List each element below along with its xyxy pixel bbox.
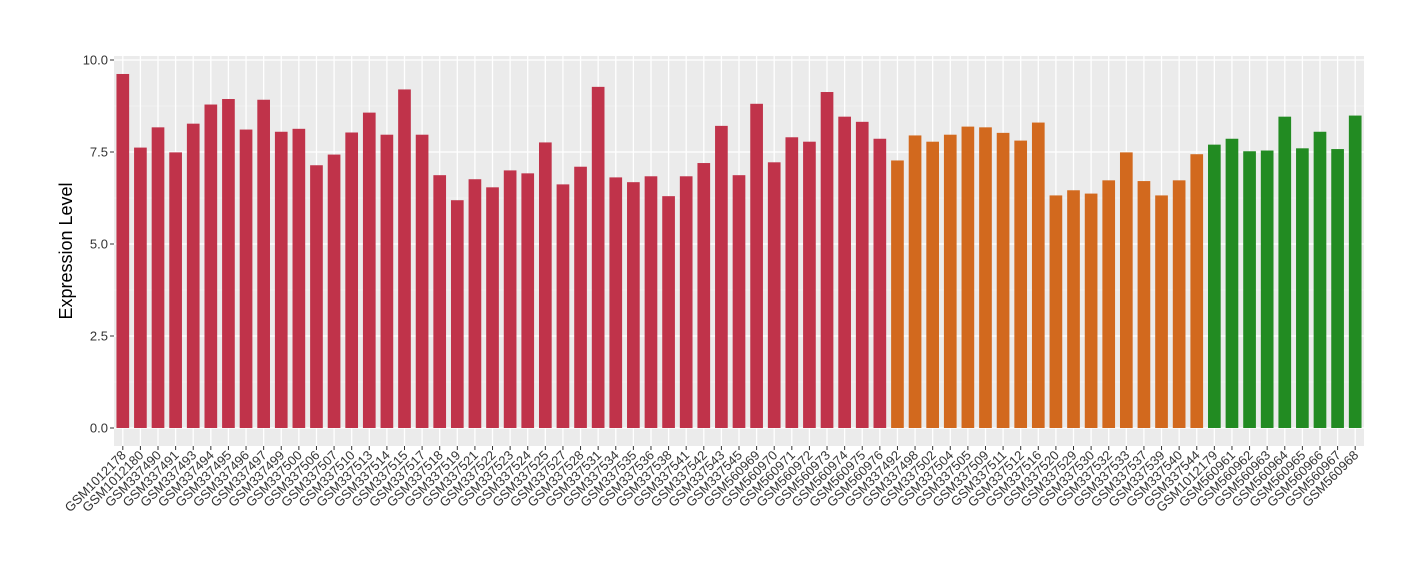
bar-GSM337506	[310, 165, 323, 429]
bar-GSM337513	[362, 112, 376, 429]
bar-GSM337496	[239, 129, 253, 428]
y-axis-label: Expression Level	[56, 182, 76, 319]
bar-GSM337534	[609, 177, 623, 428]
bar-GSM337531	[591, 86, 605, 428]
bar-GSM560972	[803, 141, 816, 429]
bar-GSM337544	[1190, 154, 1204, 428]
bar-GSM337493	[186, 123, 200, 428]
bar-GSM337524	[521, 173, 535, 428]
bar-GSM560963	[1260, 150, 1274, 428]
bar-GSM337541	[679, 176, 693, 428]
bar-GSM560971	[785, 137, 799, 428]
bar-GSM1012179	[1208, 144, 1221, 428]
bar-GSM337507	[327, 154, 341, 429]
bar-GSM337511	[996, 132, 1010, 428]
bar-GSM337540	[1172, 180, 1186, 428]
bar-GSM337532	[1102, 180, 1116, 428]
bar-GSM337530	[1084, 193, 1098, 428]
bar-GSM337539	[1155, 195, 1168, 428]
y-tick-label: 2.5	[90, 329, 108, 344]
bar-GSM560966	[1313, 131, 1327, 428]
bar-GSM337510	[345, 132, 359, 428]
bar-GSM560973	[820, 92, 834, 429]
bar-GSM337514	[380, 134, 394, 429]
bar-GSM337500	[292, 128, 306, 429]
bar-GSM337491	[169, 152, 182, 429]
bar-GSM337490	[151, 127, 165, 429]
y-tick-label: 7.5	[90, 145, 108, 160]
bar-GSM337517	[415, 134, 429, 429]
bar-GSM337522	[486, 187, 499, 428]
bar-GSM337502	[926, 141, 939, 429]
bar-GSM560976	[873, 138, 887, 428]
bar-GSM1012178	[116, 73, 130, 428]
bar-GSM337527	[556, 184, 570, 428]
bar-GSM337529	[1067, 190, 1080, 428]
bar-GSM337537	[1137, 181, 1151, 428]
bar-GSM560969	[750, 103, 763, 429]
bar-GSM337542	[697, 163, 711, 429]
bar-GSM1012180	[134, 147, 147, 429]
y-axis: 0.0 2.5 5.0 7.5 10.0	[83, 53, 114, 436]
bar-GSM337535	[627, 182, 640, 428]
y-tick-label: 10.0	[83, 53, 108, 68]
bar-series	[116, 73, 1362, 429]
bar-GSM337495	[222, 99, 235, 429]
bar-GSM337520	[1049, 195, 1063, 428]
bar-GSM337528	[574, 166, 587, 428]
bar-GSM337509	[979, 127, 992, 429]
bar-GSM560965	[1296, 148, 1309, 428]
bar-GSM337536	[644, 176, 658, 428]
bar-GSM337521	[468, 179, 482, 428]
bar-GSM337516	[1031, 122, 1045, 428]
bar-GSM337525	[539, 142, 552, 428]
bar-GSM337519	[450, 200, 464, 428]
bar-GSM337533	[1119, 152, 1133, 429]
bar-GSM337515	[398, 89, 411, 428]
x-axis: GSM1012178GSM1012180GSM337490GSM337491GS…	[62, 446, 1361, 515]
bar-GSM337505	[961, 126, 975, 428]
bar-GSM560961	[1225, 138, 1239, 428]
bar-GSM560964	[1278, 116, 1292, 428]
bar-GSM337504	[943, 134, 957, 429]
y-tick-label: 0.0	[90, 421, 108, 436]
bar-GSM337498	[908, 135, 922, 428]
bar-GSM337523	[503, 170, 517, 428]
bar-GSM337545	[732, 175, 746, 428]
bar-GSM337497	[257, 99, 270, 428]
bar-GSM337499	[274, 131, 288, 428]
bar-GSM560970	[767, 162, 781, 428]
bar-GSM337492	[891, 160, 904, 429]
bar-GSM560968	[1348, 115, 1362, 429]
bar-GSM560975	[855, 121, 869, 428]
bar-GSM337518	[433, 175, 447, 428]
bar-GSM337543	[715, 125, 728, 428]
bar-GSM337538	[662, 196, 675, 428]
bar-GSM560962	[1243, 151, 1256, 428]
y-tick-label: 5.0	[90, 237, 108, 252]
bar-GSM560974	[838, 116, 851, 428]
bar-GSM560967	[1331, 149, 1344, 428]
bar-GSM337512	[1014, 140, 1028, 429]
bar-GSM337494	[204, 104, 218, 428]
